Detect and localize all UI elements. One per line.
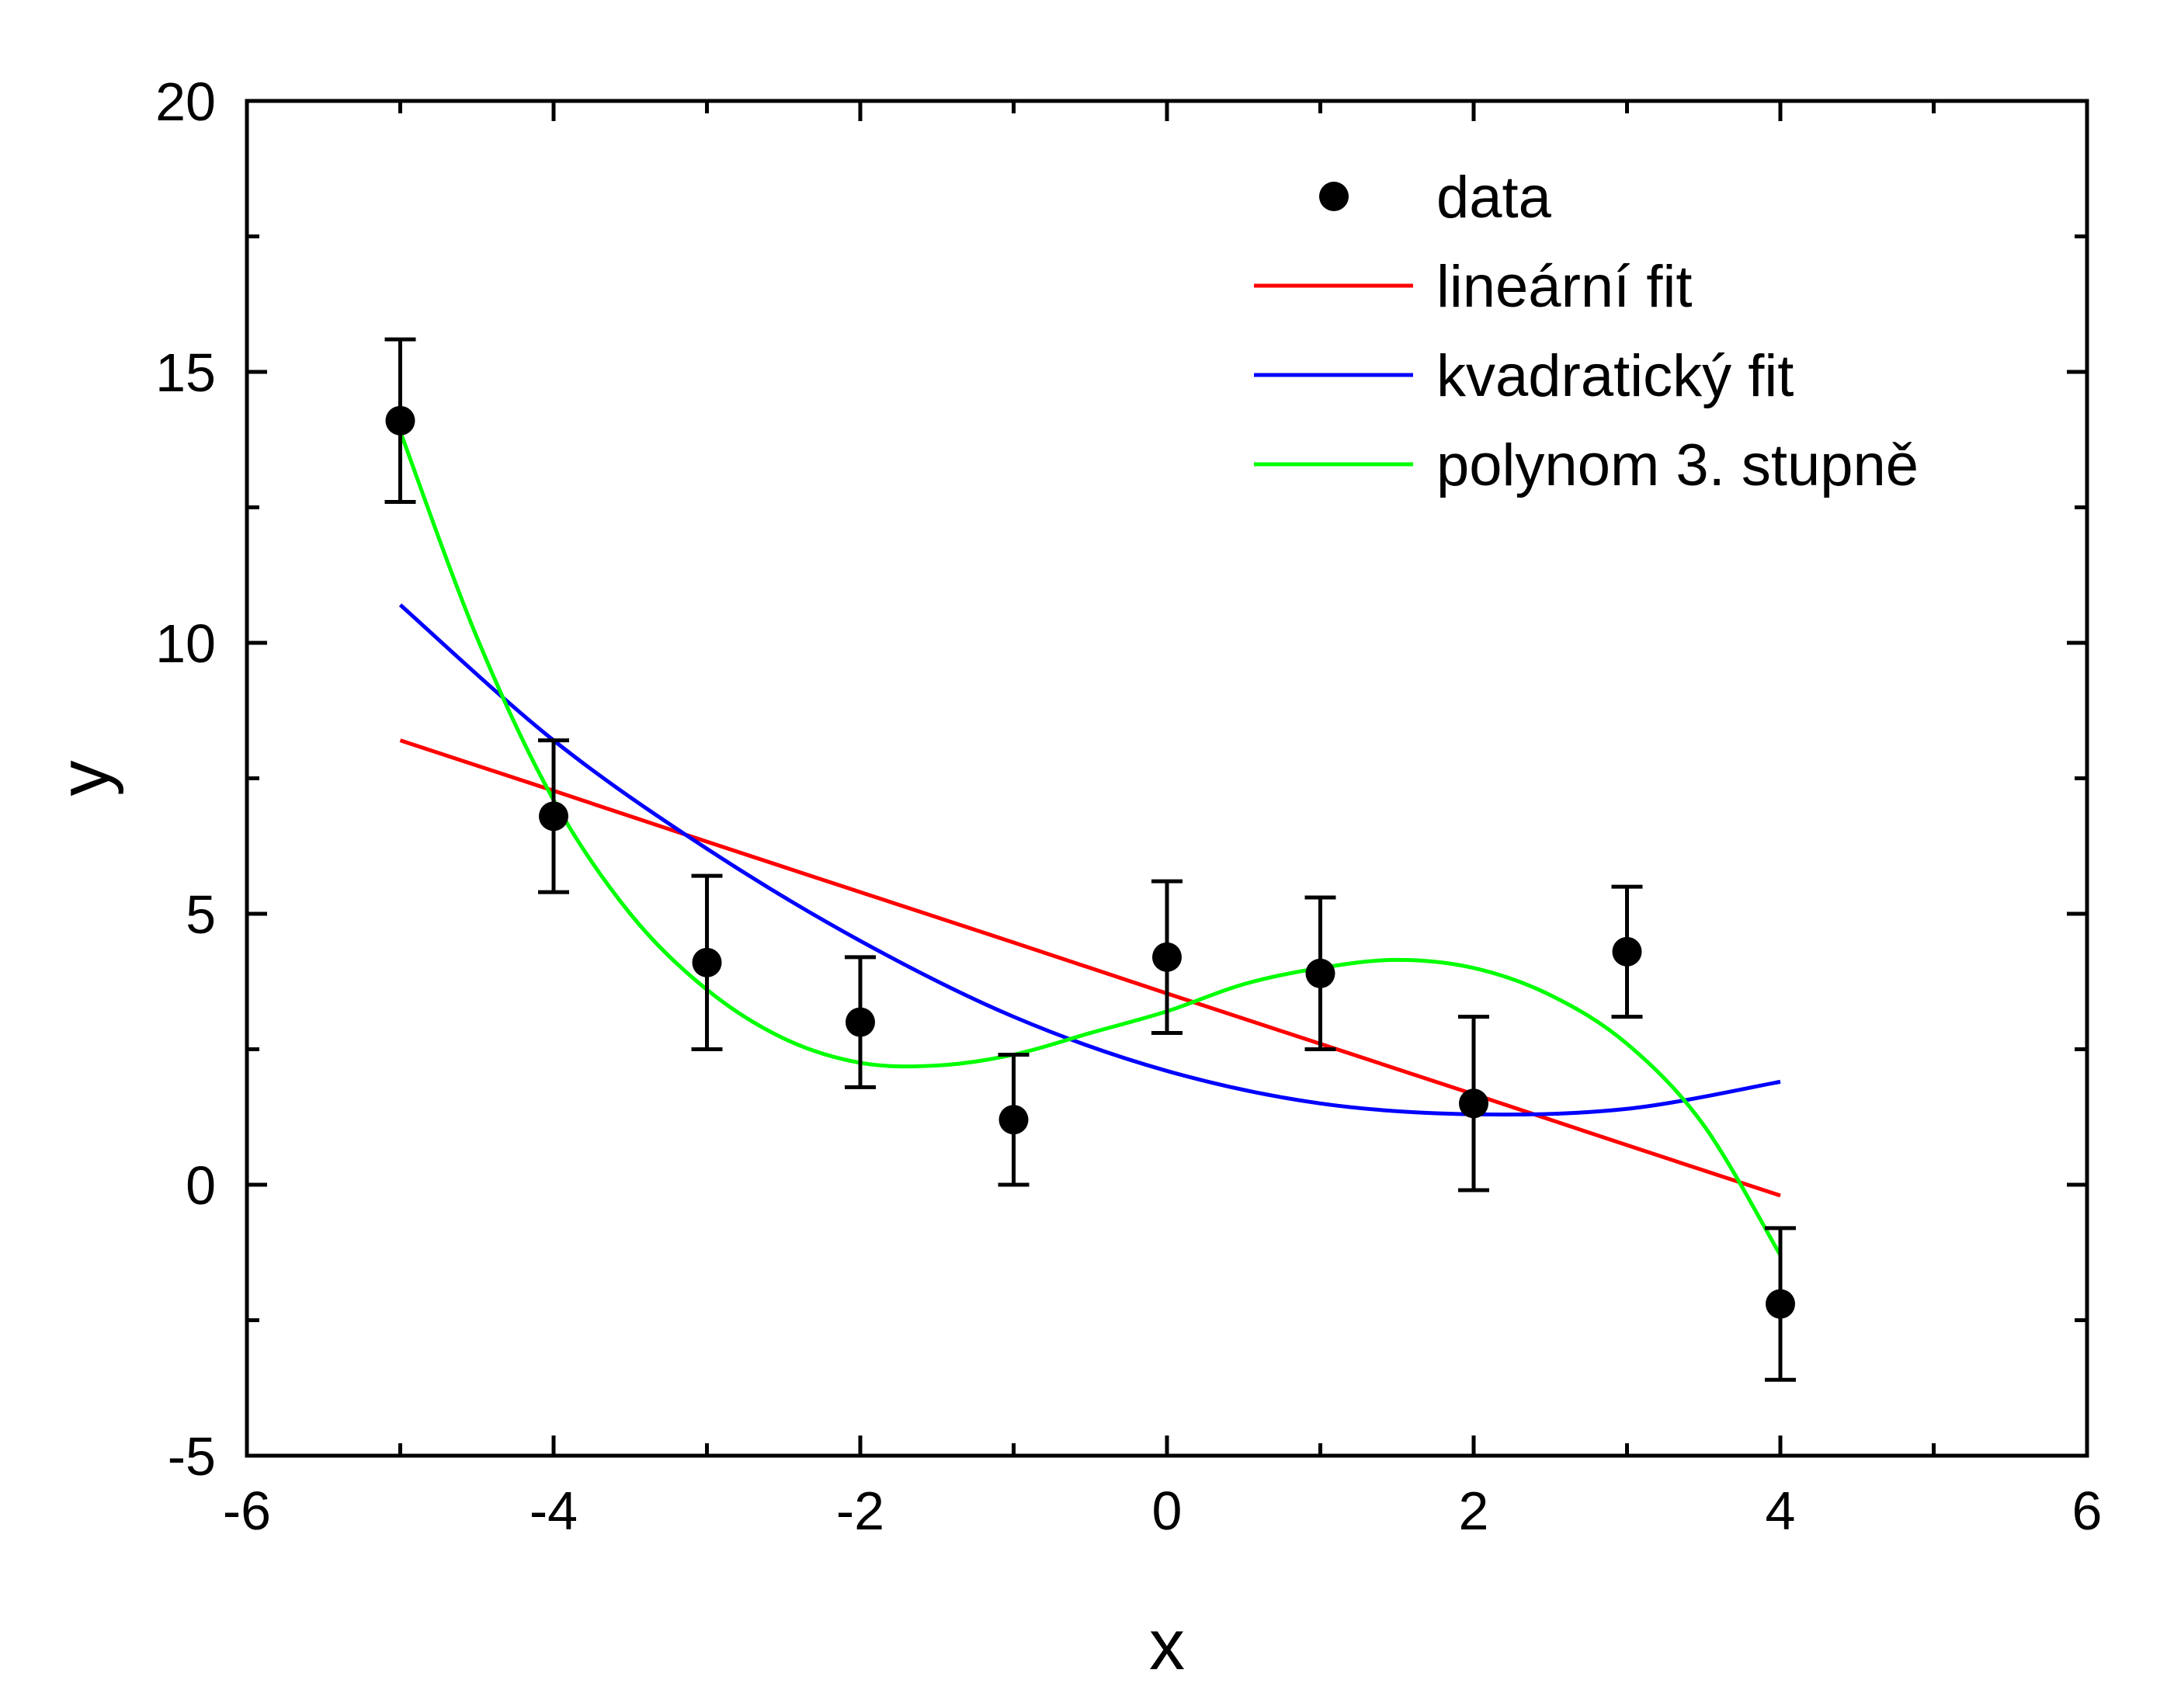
series-line-3 bbox=[398, 430, 1783, 1257]
legend-swatch-0 bbox=[1319, 182, 1349, 211]
x-tick-label: 2 bbox=[1459, 1481, 1489, 1541]
series-line-2 bbox=[398, 603, 1781, 1117]
data-point bbox=[846, 1007, 875, 1037]
legend-label-1: lineární fit bbox=[1436, 254, 1693, 320]
x-tick-label: 6 bbox=[2072, 1481, 2103, 1541]
y-tick-label: -5 bbox=[168, 1426, 216, 1487]
y-tick-label: 0 bbox=[186, 1155, 216, 1216]
x-axis-label: x bbox=[1149, 1606, 1185, 1685]
data-point bbox=[1459, 1088, 1488, 1119]
data-point bbox=[692, 947, 722, 977]
data-point bbox=[1766, 1289, 1795, 1319]
data-point bbox=[1612, 936, 1642, 967]
x-tick-label: 4 bbox=[1766, 1481, 1796, 1541]
x-tick-label: -6 bbox=[223, 1481, 271, 1541]
data-points-layer bbox=[385, 405, 1795, 1319]
y-tick-label: 20 bbox=[155, 71, 216, 132]
tick-labels-layer: -6 -4 -2 0 2 4 6 -5 0 5 10 15 20 bbox=[155, 71, 2102, 1541]
legend-label-0: data bbox=[1436, 165, 1552, 231]
y-tick-label: 15 bbox=[155, 342, 216, 403]
x-tick-label: 0 bbox=[1152, 1481, 1183, 1541]
fit-lines-layer bbox=[398, 430, 1783, 1257]
data-point bbox=[998, 1105, 1029, 1135]
ticks-layer bbox=[245, 99, 2089, 1458]
legend: data lineární fit kvadratický fit polynom 3… bbox=[1254, 165, 1919, 498]
series-line-1 bbox=[399, 738, 1781, 1198]
y-tick-label: 5 bbox=[186, 884, 216, 945]
plot-frame bbox=[245, 99, 2089, 1458]
x-tick-label: -2 bbox=[836, 1481, 884, 1541]
data-point bbox=[1305, 958, 1335, 988]
legend-label-2: kvadratický fit bbox=[1436, 343, 1794, 409]
data-point bbox=[385, 405, 415, 436]
legend-label-3: polynom 3. stupně bbox=[1436, 432, 1919, 498]
y-tick-label: 10 bbox=[155, 613, 216, 674]
data-point bbox=[1152, 942, 1182, 972]
y-axis-label: y bbox=[45, 761, 124, 797]
x-tick-label: -4 bbox=[530, 1481, 578, 1541]
data-point bbox=[539, 801, 568, 831]
